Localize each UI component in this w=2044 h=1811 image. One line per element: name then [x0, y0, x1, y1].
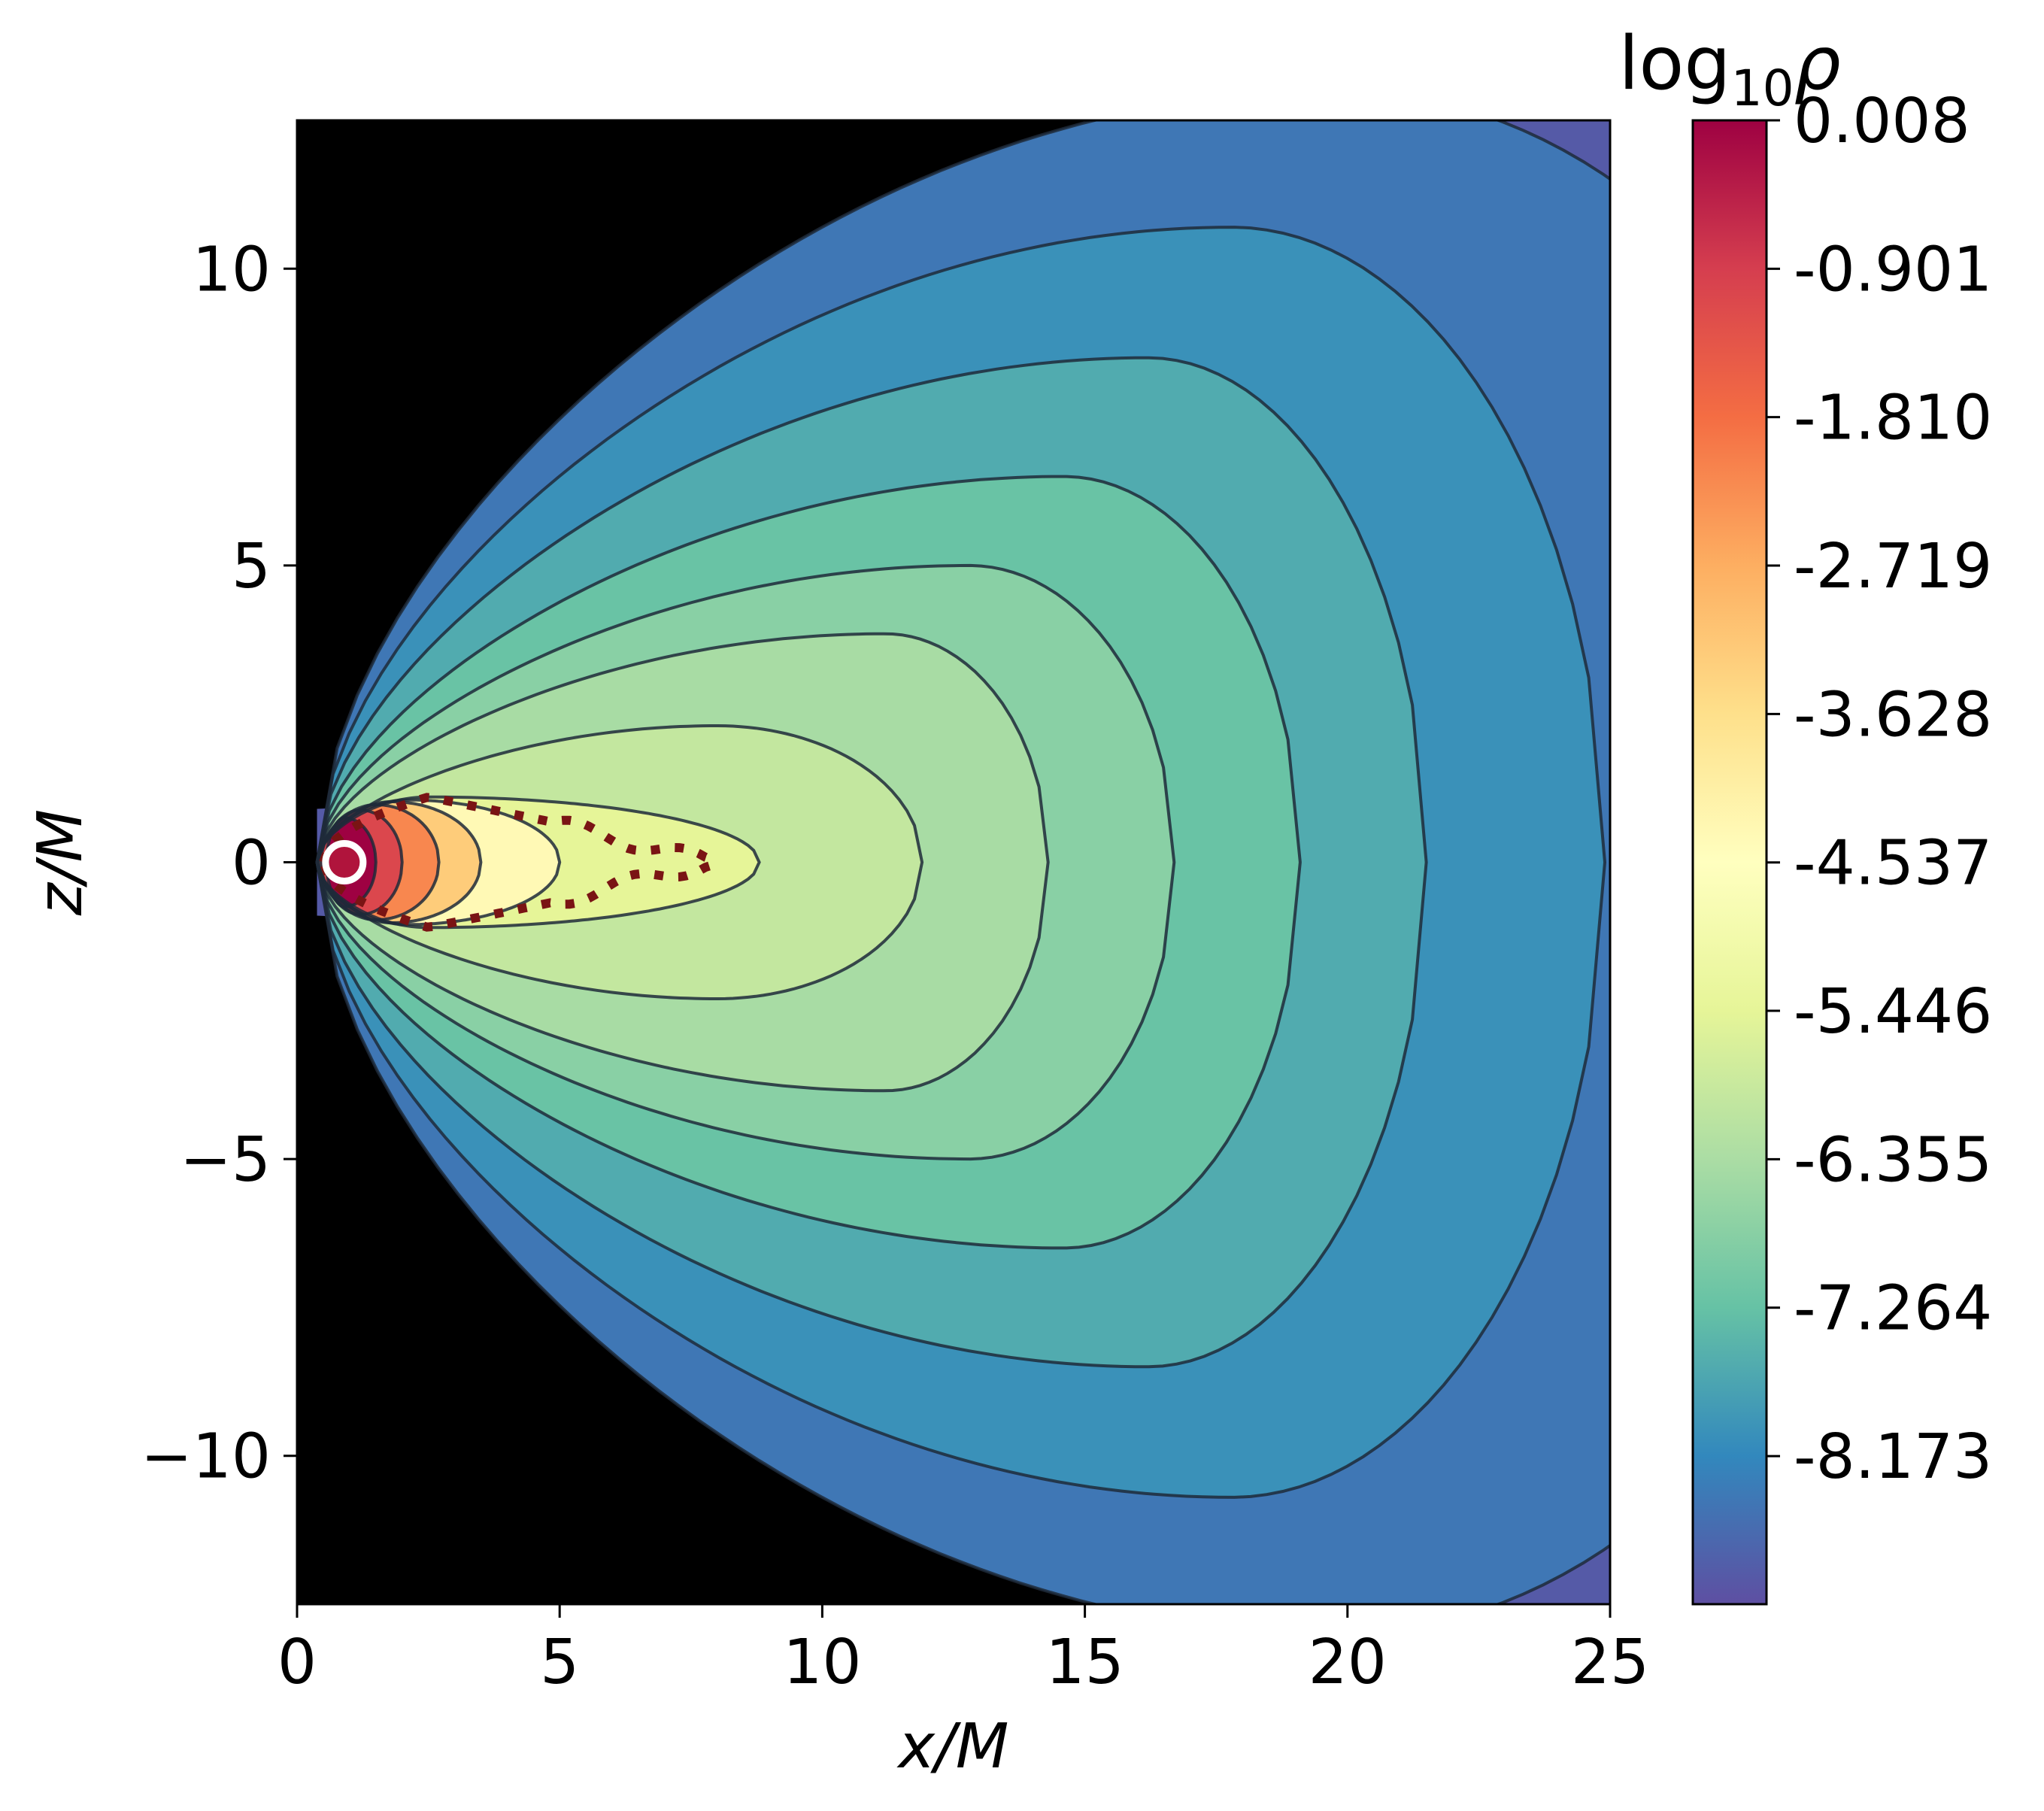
colorbar-tick-label: -0.901: [1794, 234, 1992, 305]
colorbar-tick-label: -6.355: [1794, 1124, 1992, 1196]
plot-area: [296, 119, 1612, 1606]
contour-line: [315, 563, 1176, 1161]
density-max-dot: [322, 840, 367, 884]
contour-line: [315, 724, 924, 1000]
colorbar-title-subscript: 10: [1731, 59, 1794, 117]
x-tick-label: 10: [783, 1627, 861, 1698]
colorbar-tick-label: -1.810: [1794, 383, 1992, 454]
colorbar: 0.008 -0.901 -1.810 -2.719 -3.628 -4.537 -5.44…: [1618, 21, 1992, 1606]
disk-boundary-line: [318, 793, 717, 932]
contour-line: [316, 803, 441, 921]
density-max-marker: [322, 840, 367, 884]
x-tick-label: 20: [1309, 1627, 1387, 1698]
colorbar-tick-label: -4.537: [1794, 828, 1992, 899]
x-tick-label: 5: [540, 1627, 579, 1698]
colorbar-gradient: [1691, 119, 1768, 1606]
contour-line: [315, 226, 1607, 1499]
y-axis: −10 −5 0 5 10: [141, 234, 297, 1493]
y-tick-label: −5: [180, 1124, 271, 1196]
contour-line: [315, 795, 761, 930]
contour-line: [315, 356, 1428, 1369]
x-axis-label: x/M: [896, 1711, 1009, 1782]
colorbar-tick-label: -5.446: [1794, 976, 1992, 1048]
colorbar-tick-label: -8.173: [1794, 1421, 1992, 1493]
contour-line: [315, 120, 1610, 1604]
colorbar-tick-label: -3.628: [1794, 679, 1992, 751]
colorbar-title-rho: ρ: [1794, 21, 1841, 107]
y-tick-label: −10: [141, 1421, 271, 1493]
x-tick-label: 0: [277, 1627, 317, 1698]
x-axis: 0 5 10 15 20 25: [277, 1604, 1649, 1698]
y-axis-label: z/M: [25, 809, 96, 916]
colorbar-tick-label: 0.008: [1794, 86, 1970, 157]
contour-line: [315, 475, 1302, 1250]
y-tick-label: 5: [232, 531, 271, 602]
colorbar-title-log: log: [1618, 21, 1730, 107]
colorbar-title: log10ρ: [1618, 21, 1841, 117]
x-tick-label: 15: [1045, 1627, 1124, 1698]
contour-line: [315, 632, 1050, 1093]
colorbar-ticks: 0.008 -0.901 -1.810 -2.719 -3.628 -4.537 -5.44…: [1767, 86, 1992, 1493]
disk-boundary: [318, 793, 717, 932]
y-tick-label: 0: [232, 828, 271, 899]
x-tick-label: 25: [1571, 1627, 1649, 1698]
contour-lines: [315, 120, 1610, 1604]
colorbar-tick-label: -2.719: [1794, 531, 1992, 602]
colorbar-tick-label: -7.264: [1794, 1273, 1992, 1345]
y-tick-label: 10: [193, 234, 271, 305]
